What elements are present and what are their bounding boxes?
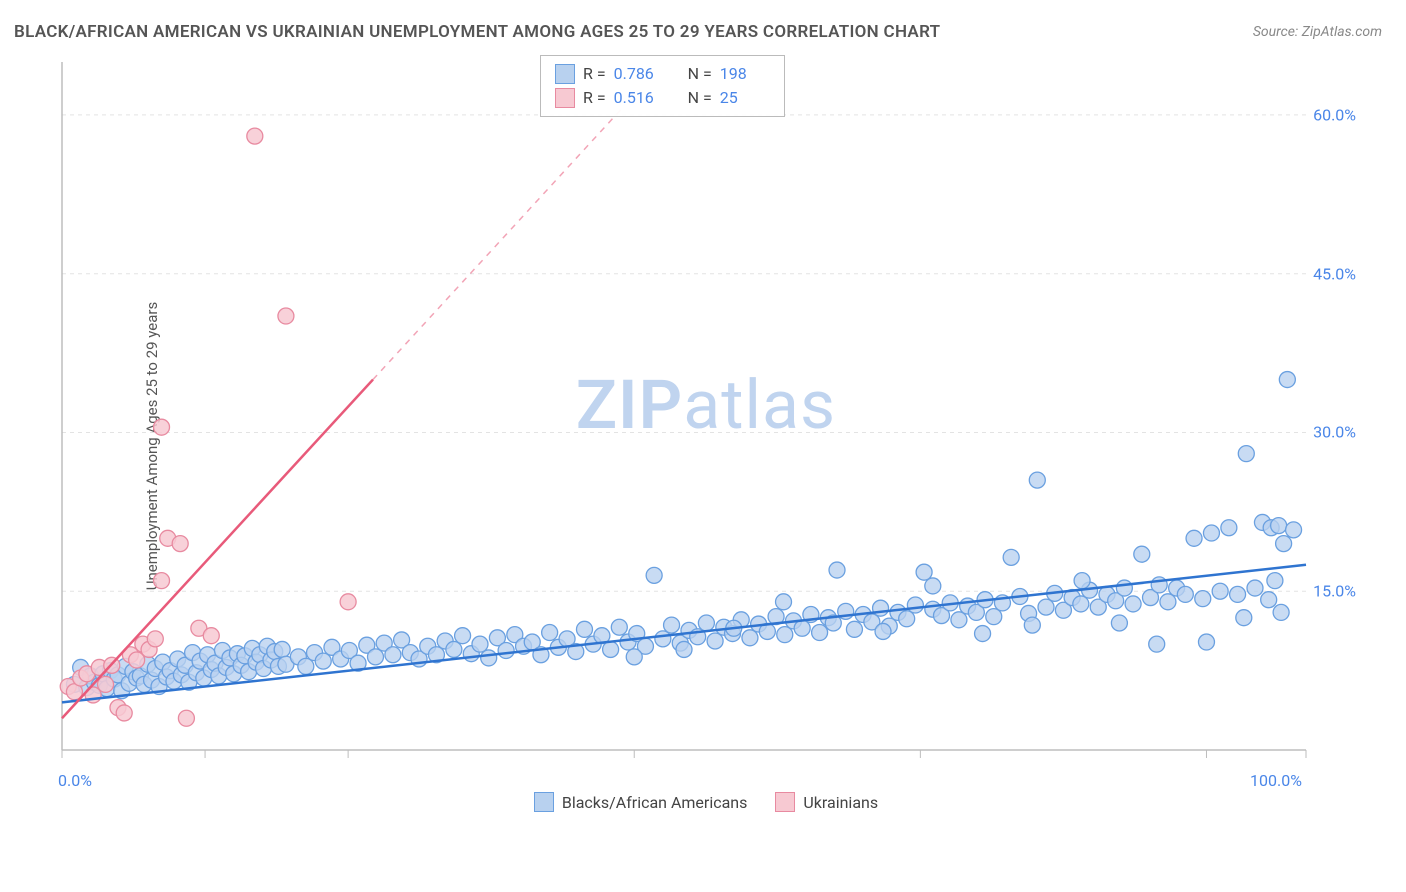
legend-label-ukrainians: Ukrainians bbox=[803, 793, 878, 812]
x-tick-label: 0.0% bbox=[58, 771, 92, 790]
y-tick-label: 30.0% bbox=[1313, 423, 1356, 442]
y-tick-label: 45.0% bbox=[1313, 264, 1356, 283]
n-label-ukr: N = bbox=[688, 86, 712, 110]
r-label-blacks: R = bbox=[583, 62, 606, 86]
r-value-ukr: 0.516 bbox=[614, 86, 664, 110]
legend-swatch-ukrainians bbox=[775, 792, 795, 812]
y-tick-label: 15.0% bbox=[1313, 582, 1356, 601]
source-prefix: Source: bbox=[1253, 24, 1298, 40]
stats-row-ukrainians: R = 0.516 N = 25 bbox=[555, 86, 770, 110]
chart-svg bbox=[50, 52, 1362, 820]
legend-label-blacks: Blacks/African Americans bbox=[562, 793, 748, 812]
swatch-blacks bbox=[555, 64, 575, 84]
x-tick-label: 100.0% bbox=[1250, 771, 1302, 790]
stats-row-blacks: R = 0.786 N = 198 bbox=[555, 62, 770, 86]
bottom-legend: Blacks/African Americans Ukrainians bbox=[50, 792, 1362, 812]
legend-item-ukrainians: Ukrainians bbox=[775, 792, 878, 812]
legend-swatch-blacks bbox=[534, 792, 554, 812]
source-name: ZipAtlas.com bbox=[1302, 24, 1382, 40]
n-label-blacks: N = bbox=[688, 62, 712, 86]
y-tick-label: 60.0% bbox=[1313, 105, 1356, 124]
chart-plot-area: ZIPatlas R = 0.786 N = 198 R = 0.516 N =… bbox=[50, 52, 1362, 820]
stats-legend-box: R = 0.786 N = 198 R = 0.516 N = 25 bbox=[540, 55, 785, 117]
n-value-ukr: 25 bbox=[720, 86, 750, 110]
source-label: Source: ZipAtlas.com bbox=[1253, 24, 1382, 40]
legend-item-blacks: Blacks/African Americans bbox=[534, 792, 748, 812]
n-value-blacks: 198 bbox=[720, 62, 770, 86]
r-value-blacks: 0.786 bbox=[614, 62, 664, 86]
chart-title: BLACK/AFRICAN AMERICAN VS UKRAINIAN UNEM… bbox=[14, 22, 940, 42]
r-label-ukr: R = bbox=[583, 86, 606, 110]
swatch-ukrainians bbox=[555, 88, 575, 108]
